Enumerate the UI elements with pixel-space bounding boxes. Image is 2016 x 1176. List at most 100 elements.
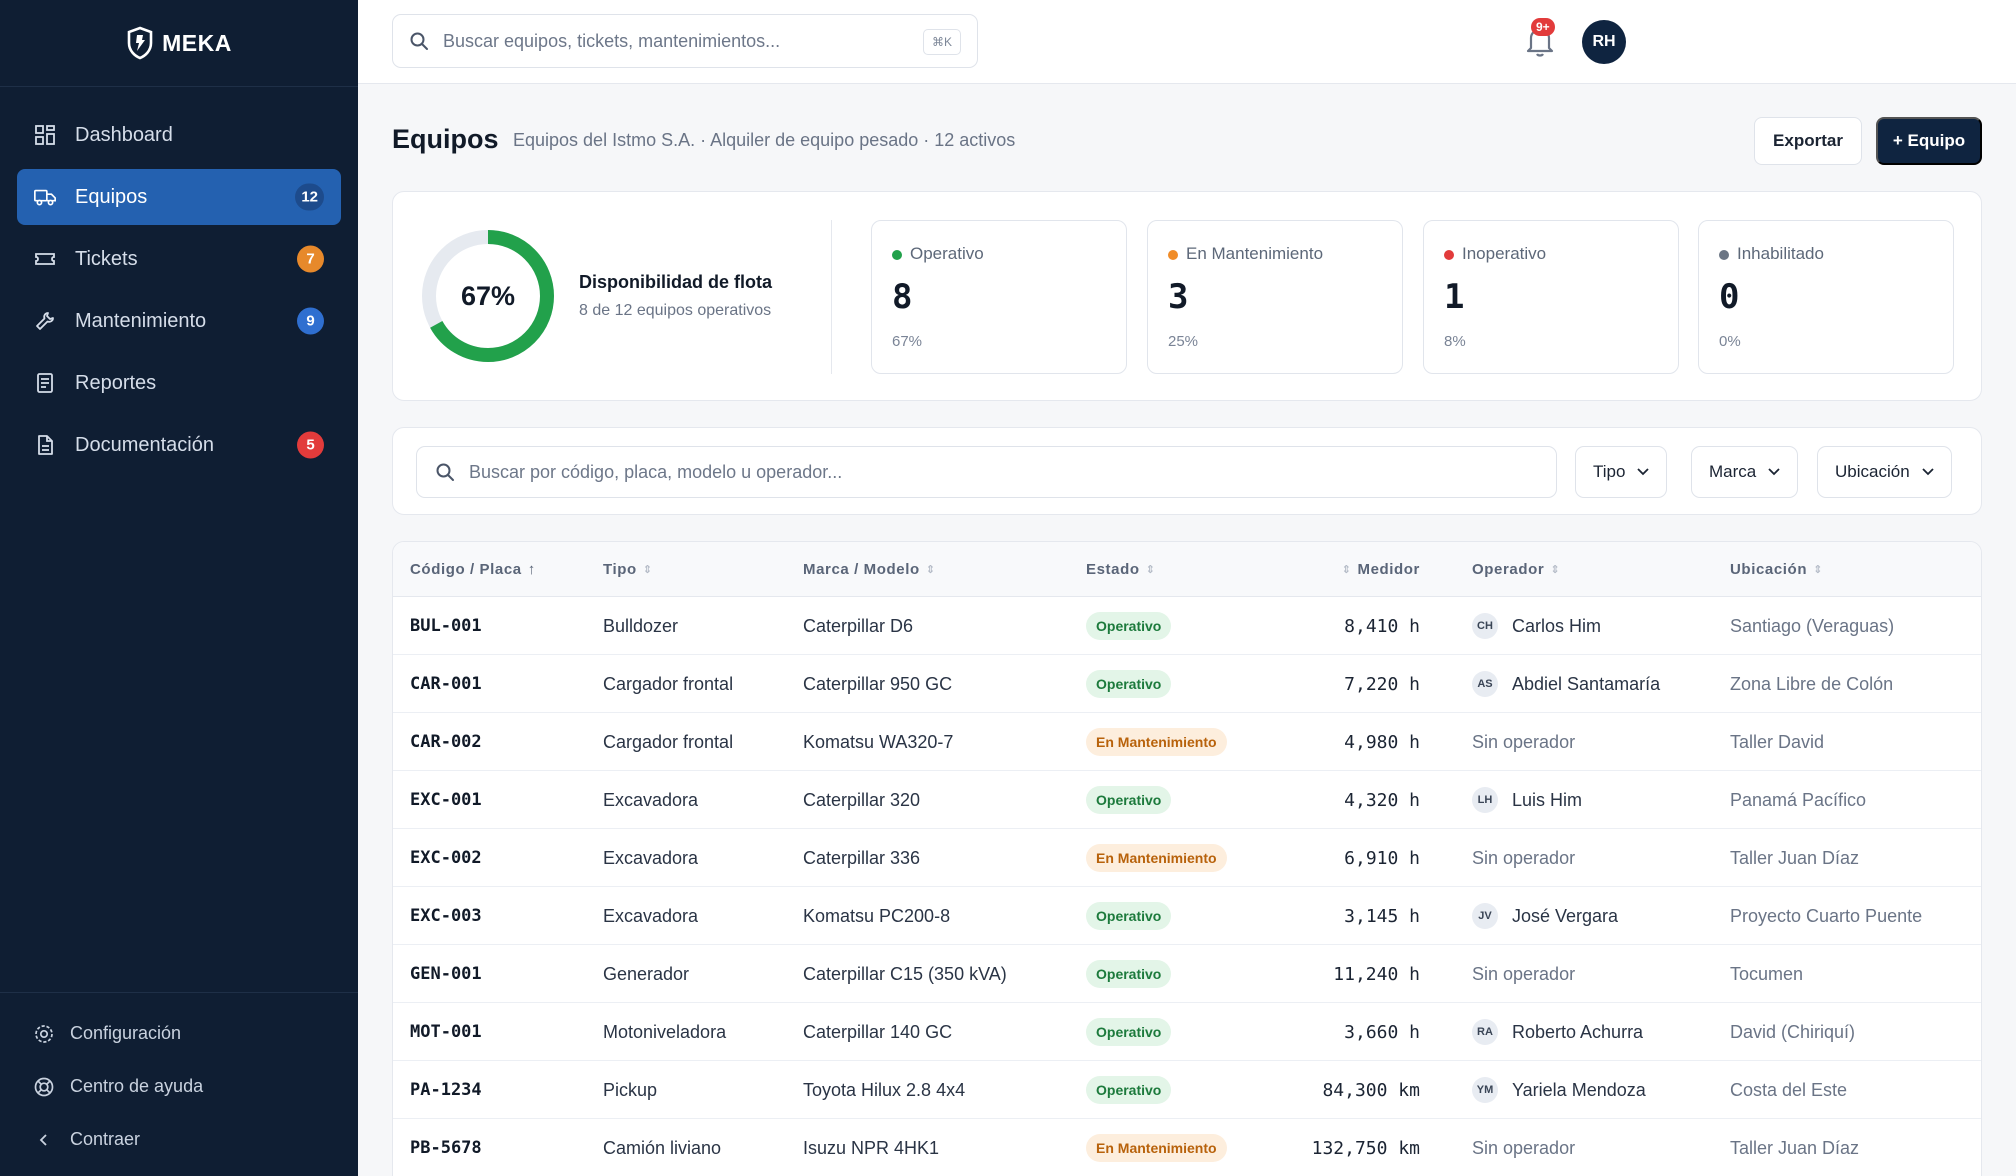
cell-model: Caterpillar D6: [803, 615, 914, 636]
cell-model: Komatsu PC200-8: [803, 905, 951, 926]
sidebar-footer-chevron-left[interactable]: Contraer: [0, 1113, 358, 1166]
table-row[interactable]: MOT-001 Motoniveladora Caterpillar 140 GC O…: [393, 1003, 1981, 1061]
sidebar-footer-label: Centro de ayuda: [70, 1076, 204, 1096]
column-operator[interactable]: Operador ⇕: [1472, 542, 1560, 597]
export-button[interactable]: Exportar: [1754, 117, 1862, 165]
cell-code[interactable]: BUL-001: [410, 616, 482, 636]
sidebar-item-dashboard[interactable]: Dashboard: [17, 107, 341, 163]
sidebar-footer-gear[interactable]: Configuración: [0, 1007, 358, 1060]
sidebar-item-equipos[interactable]: Equipos 12: [17, 169, 341, 225]
stat-card-en-mantenimiento[interactable]: En Mantenimiento 3 25%: [1147, 220, 1403, 374]
column-type[interactable]: Tipo ⇕: [603, 542, 653, 597]
type-filter-dropdown[interactable]: Tipo: [1575, 446, 1668, 498]
user-avatar[interactable]: RH: [1582, 20, 1626, 64]
cell-model: Caterpillar 336: [803, 847, 921, 868]
brand-logo[interactable]: MEKA: [0, 0, 358, 87]
location-filter-dropdown[interactable]: Ubicación: [1817, 446, 1952, 498]
summary-divider: [831, 220, 832, 374]
shortcut-hint: ⌘K: [922, 29, 961, 55]
global-search-input[interactable]: [443, 30, 903, 52]
column-location-label: Ubicación: [1730, 561, 1808, 578]
cell-code[interactable]: EXC-001: [410, 790, 482, 810]
operator-avatar: CH: [1472, 613, 1498, 639]
cell-code[interactable]: EXC-003: [410, 906, 482, 926]
cell-code[interactable]: EXC-002: [410, 848, 482, 868]
availability-title: Disponibilidad de flota: [579, 272, 772, 292]
cell-operator: Sin operador: [1472, 945, 1575, 1003]
sidebar-item-label: Documentación: [75, 433, 214, 456]
operator-name[interactable]: Yariela Mendoza: [1512, 1079, 1646, 1100]
cell-operator: RA Roberto Achurra: [1472, 1003, 1643, 1061]
equipment-search[interactable]: [416, 446, 1557, 498]
operator-name: Sin operador: [1472, 731, 1576, 752]
cell-status: En Mantenimiento: [1086, 829, 1227, 887]
brand-name: MEKA: [162, 29, 232, 56]
availability-subtitle: 8 de 12 equipos operativos: [579, 302, 772, 319]
sidebar-item-reportes[interactable]: Reportes: [17, 355, 341, 411]
column-meter[interactable]: ⇕ Medidor: [1342, 542, 1420, 597]
column-code[interactable]: Código / Placa ↑: [410, 542, 536, 597]
stat-label: En Mantenimiento: [1186, 244, 1324, 263]
wrench-icon: [33, 309, 57, 333]
cell-code[interactable]: PB-5678: [410, 1138, 482, 1158]
sidebar-nav: Dashboard Equipos 12 Tickets 7 Mantenimiento 9…: [0, 87, 358, 473]
cell-operator: Sin operador: [1472, 829, 1575, 887]
operator-name: Sin operador: [1472, 847, 1576, 868]
sidebar-item-label: Tickets: [75, 247, 138, 270]
cell-code[interactable]: MOT-001: [410, 1022, 482, 1042]
table-row[interactable]: EXC-001 Excavadora Caterpillar 320 Operativ…: [393, 771, 1981, 829]
page-subtitle: Equipos del Istmo S.A. · Alquiler de equ…: [513, 130, 1016, 150]
cell-code[interactable]: GEN-001: [410, 964, 482, 984]
table-row[interactable]: PA-1234 Pickup Toyota Hilux 2.8 4x4 Operati…: [393, 1061, 1981, 1119]
global-search[interactable]: ⌘K: [392, 14, 978, 68]
stat-card-operativo[interactable]: Operativo 8 67%: [871, 220, 1127, 374]
sort-icon: ⇕: [1145, 564, 1156, 576]
brand-filter-dropdown[interactable]: Marca: [1691, 446, 1799, 498]
notification-badge: 9+: [1531, 18, 1555, 36]
table-row[interactable]: CAR-002 Cargador frontal Komatsu WA320-7 En…: [393, 713, 1981, 771]
operator-name[interactable]: Roberto Achurra: [1512, 1021, 1644, 1042]
column-status[interactable]: Estado ⇕: [1086, 542, 1155, 597]
sort-icon: ⇕: [1813, 564, 1823, 576]
operator-name[interactable]: Luis Him: [1512, 789, 1583, 810]
cell-meter: 3,145 h: [1344, 905, 1420, 927]
operator-name[interactable]: Abdiel Santamaría: [1512, 673, 1661, 694]
sidebar-item-mantenimiento[interactable]: Mantenimiento 9: [17, 293, 341, 349]
equipment-search-input[interactable]: [469, 461, 1469, 483]
stat-card-inhabilitado[interactable]: Inhabilitado 0 0%: [1698, 220, 1954, 374]
sidebar-footer-label: Configuración: [70, 1023, 182, 1043]
sidebar-footer-lifebuoy[interactable]: Centro de ayuda: [0, 1060, 358, 1113]
table-row[interactable]: EXC-002 Excavadora Caterpillar 336 En Mante…: [393, 829, 1981, 887]
truck-icon: [33, 185, 57, 209]
stat-card-inoperativo[interactable]: Inoperativo 1 8%: [1423, 220, 1679, 374]
table-row[interactable]: EXC-003 Excavadora Komatsu PC200-8 Operativ…: [393, 887, 1981, 945]
cell-status: Operativo: [1086, 945, 1172, 1003]
table-row[interactable]: CAR-001 Cargador frontal Caterpillar 950 G…: [393, 655, 1981, 713]
status-dot: [892, 250, 902, 260]
operator-name[interactable]: José Vergara: [1512, 905, 1619, 926]
sidebar-footer-label: Contraer: [70, 1129, 141, 1149]
add-equipment-button[interactable]: + Equipo: [1876, 117, 1982, 165]
cell-location: Panamá Pacífico: [1730, 789, 1867, 810]
filter-bar: Tipo Marca Ubicación: [392, 427, 1982, 515]
sidebar-item-documentacion[interactable]: Documentación 5: [17, 417, 341, 473]
table-row[interactable]: PB-5678 Camión liviano Isuzu NPR 4HK1 En Ma…: [393, 1119, 1981, 1176]
lifebuoy-icon: [32, 1075, 56, 1099]
status-dot: [1168, 250, 1178, 260]
column-model-label: Marca / Modelo: [803, 561, 920, 578]
operator-name[interactable]: Carlos Him: [1512, 615, 1602, 636]
document-icon: [33, 433, 57, 457]
cell-meter: 132,750 km: [1311, 1137, 1420, 1159]
cell-code[interactable]: CAR-002: [410, 732, 482, 752]
cell-code[interactable]: PA-1234: [410, 1080, 482, 1100]
sidebar-item-badge: 7: [297, 245, 324, 273]
table-row[interactable]: GEN-001 Generador Caterpillar C15 (350 kVA…: [393, 945, 1981, 1003]
status-badge: En Mantenimiento: [1086, 844, 1227, 872]
sidebar-item-tickets[interactable]: Tickets 7: [17, 231, 341, 287]
cell-code[interactable]: CAR-001: [410, 674, 482, 694]
cell-type: Excavadora: [603, 847, 699, 868]
column-location[interactable]: Ubicación ⇕: [1730, 542, 1823, 597]
availability-percent: 67%: [460, 280, 516, 311]
column-model[interactable]: Marca / Modelo ⇕: [803, 542, 936, 597]
table-row[interactable]: BUL-001 Bulldozer Caterpillar D6 Operativo 8…: [393, 597, 1981, 655]
